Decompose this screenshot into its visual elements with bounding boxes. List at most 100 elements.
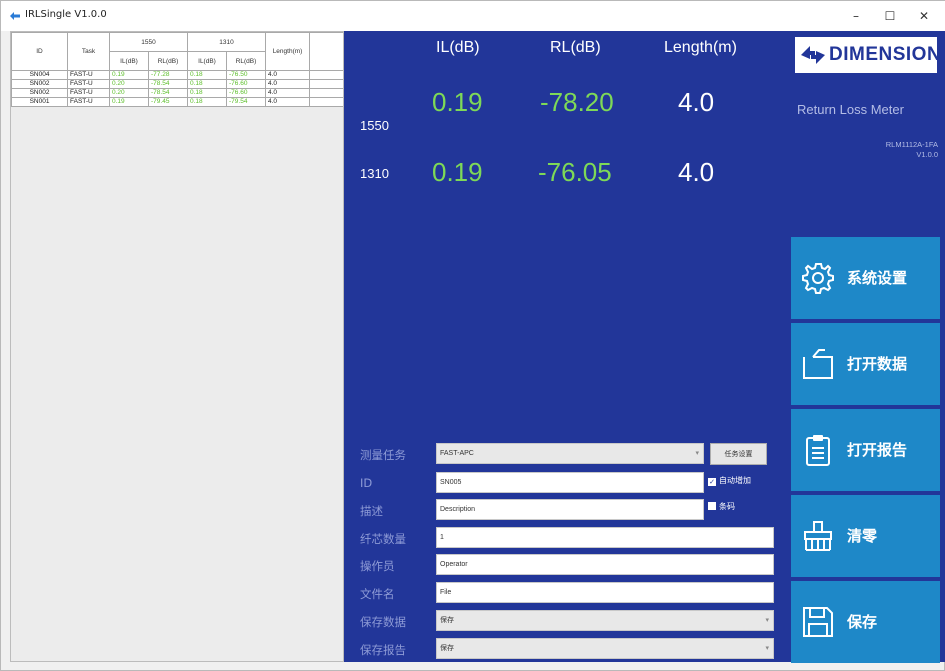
model-number: RLM1112A-1FA bbox=[885, 140, 938, 149]
id-input[interactable]: SN005 bbox=[436, 472, 704, 493]
firmware-version: V1.0.0 bbox=[916, 150, 938, 159]
col-header-task[interactable]: Task bbox=[67, 32, 110, 71]
task-label: 测量任务 bbox=[360, 448, 406, 462]
reading-length-1550: 4.0 bbox=[678, 87, 715, 117]
col-header-rl-1550[interactable]: RL(dB) bbox=[148, 51, 188, 71]
reading-header-length: Length(m) bbox=[664, 39, 737, 56]
col-header-id[interactable]: ID bbox=[11, 32, 68, 71]
logo-text: DIMENSION bbox=[829, 44, 942, 65]
operator-input[interactable]: Operator bbox=[436, 554, 774, 575]
open-report-button[interactable]: 打开报告 bbox=[791, 409, 940, 491]
reading-il-1310: 0.19 bbox=[432, 157, 483, 187]
cell-id: SN004 bbox=[11, 70, 68, 80]
description-label: 描述 bbox=[360, 504, 383, 518]
table-row[interactable]: SN004 FAST-U 0.19 -77.28 0.18 -76.50 4.0 bbox=[11, 70, 343, 80]
cell-length: 4.0 bbox=[265, 70, 310, 80]
title-bar: IRLSingle V1.0.0 – ☐ ✕ bbox=[1, 1, 945, 31]
cell-il-1550: 0.19 bbox=[109, 70, 149, 80]
sidebar: DIMENSION Return Loss Meter RLM1112A-1FA… bbox=[791, 31, 945, 663]
col-header-length[interactable]: Length(m) bbox=[265, 32, 310, 71]
brand-logo: DIMENSION bbox=[795, 37, 941, 73]
chevron-down-icon: ▾ bbox=[765, 645, 769, 652]
save-report-select[interactable]: 保存 ▾ bbox=[436, 638, 774, 659]
cell-rl-1550: -79.45 bbox=[148, 97, 188, 107]
cell-rl-1310: -76.50 bbox=[226, 70, 266, 80]
clipboard-icon bbox=[806, 435, 830, 466]
checkmark-icon: ✓ bbox=[708, 478, 716, 486]
cell-rl-1550: -77.28 bbox=[148, 70, 188, 80]
window-title: IRLSingle V1.0.0 bbox=[25, 9, 107, 20]
cell-task: FAST-U bbox=[67, 70, 110, 80]
filename-label: 文件名 bbox=[360, 587, 395, 601]
task-settings-button[interactable]: 任务设置 bbox=[710, 443, 767, 465]
barcode-checkbox[interactable]: 条码 bbox=[708, 501, 735, 512]
col-header-rl-1310[interactable]: RL(dB) bbox=[226, 51, 266, 71]
cell-rl-1310: -76.60 bbox=[226, 79, 266, 89]
chevron-down-icon: ▾ bbox=[765, 617, 769, 624]
auto-increment-label: 自动增加 bbox=[719, 476, 751, 485]
open-report-label: 打开报告 bbox=[847, 441, 908, 459]
col-group-1310: 1310 bbox=[187, 32, 266, 52]
fiber-count-input[interactable]: 1 bbox=[436, 527, 774, 548]
cell-task: FAST-U bbox=[67, 97, 110, 107]
barcode-label: 条码 bbox=[719, 502, 735, 511]
cell-blank bbox=[309, 70, 343, 80]
reading-header-rl: RL(dB) bbox=[550, 39, 601, 56]
wavelength-label-1550: 1550 bbox=[360, 118, 389, 133]
minimize-button[interactable]: – bbox=[853, 9, 859, 23]
app-icon bbox=[10, 12, 20, 20]
system-settings-button[interactable]: 系统设置 bbox=[791, 237, 940, 319]
cell-length: 4.0 bbox=[265, 97, 310, 107]
cell-length: 4.0 bbox=[265, 88, 310, 98]
cell-id: SN002 bbox=[11, 79, 68, 89]
open-data-button[interactable]: 打开数据 bbox=[791, 323, 940, 405]
folder-open-icon bbox=[803, 349, 833, 379]
save-button[interactable]: 保存 bbox=[791, 581, 940, 663]
cell-blank bbox=[309, 79, 343, 89]
close-button[interactable]: ✕ bbox=[918, 9, 930, 23]
cell-rl-1550: -78.54 bbox=[148, 79, 188, 89]
reading-il-1550: 0.19 bbox=[432, 87, 483, 117]
table-row[interactable]: SN001 FAST-U 0.19 -79.45 0.18 -79.54 4.0 bbox=[11, 97, 343, 107]
floppy-disk-icon bbox=[803, 607, 833, 637]
description-input[interactable]: Description bbox=[436, 499, 704, 520]
checkbox-icon bbox=[708, 502, 716, 510]
cell-il-1310: 0.18 bbox=[187, 79, 227, 89]
cell-task: FAST-U bbox=[67, 79, 110, 89]
cell-blank bbox=[309, 97, 343, 107]
save-data-value: 保存 bbox=[440, 617, 454, 624]
save-label: 保存 bbox=[847, 613, 878, 631]
auto-increment-checkbox[interactable]: ✓ 自动增加 bbox=[708, 475, 751, 486]
cell-rl-1310: -76.60 bbox=[226, 88, 266, 98]
filename-input[interactable]: File bbox=[436, 582, 774, 603]
product-name: Return Loss Meter bbox=[797, 102, 904, 117]
save-report-label: 保存报告 bbox=[360, 643, 406, 657]
cell-task: FAST-U bbox=[67, 88, 110, 98]
results-table: ID Task 1550 1310 Length(m) IL(dB) RL(dB… bbox=[11, 32, 343, 107]
clear-button[interactable]: 清零 bbox=[791, 495, 940, 577]
cell-il-1550: 0.20 bbox=[109, 88, 149, 98]
gear-icon bbox=[802, 263, 834, 294]
task-select[interactable]: FAST-APC ▾ bbox=[436, 443, 704, 464]
col-group-1550: 1550 bbox=[109, 32, 188, 52]
id-label: ID bbox=[360, 476, 373, 490]
col-header-blank bbox=[309, 32, 343, 71]
save-data-select[interactable]: 保存 ▾ bbox=[436, 610, 774, 631]
maximize-button[interactable]: ☐ bbox=[884, 9, 896, 23]
wavelength-label-1310: 1310 bbox=[360, 166, 389, 181]
col-header-il-1550[interactable]: IL(dB) bbox=[109, 51, 149, 71]
col-header-il-1310[interactable]: IL(dB) bbox=[187, 51, 227, 71]
table-row[interactable]: SN002 FAST-U 0.20 -78.54 0.18 -76.60 4.0 bbox=[11, 79, 343, 89]
save-data-label: 保存数据 bbox=[360, 615, 406, 629]
cell-il-1550: 0.20 bbox=[109, 79, 149, 89]
open-data-label: 打开数据 bbox=[847, 355, 908, 373]
cell-rl-1310: -79.54 bbox=[226, 97, 266, 107]
measurement-panel: IL(dB) RL(dB) Length(m) 1550 0.19 -78.20… bbox=[344, 31, 791, 662]
cell-il-1550: 0.19 bbox=[109, 97, 149, 107]
save-report-value: 保存 bbox=[440, 645, 454, 652]
cell-il-1310: 0.18 bbox=[187, 70, 227, 80]
table-row[interactable]: SN002 FAST-U 0.20 -78.54 0.18 -76.60 4.0 bbox=[11, 88, 343, 98]
fiber-count-label: 纤芯数量 bbox=[360, 532, 406, 546]
cell-blank bbox=[309, 88, 343, 98]
